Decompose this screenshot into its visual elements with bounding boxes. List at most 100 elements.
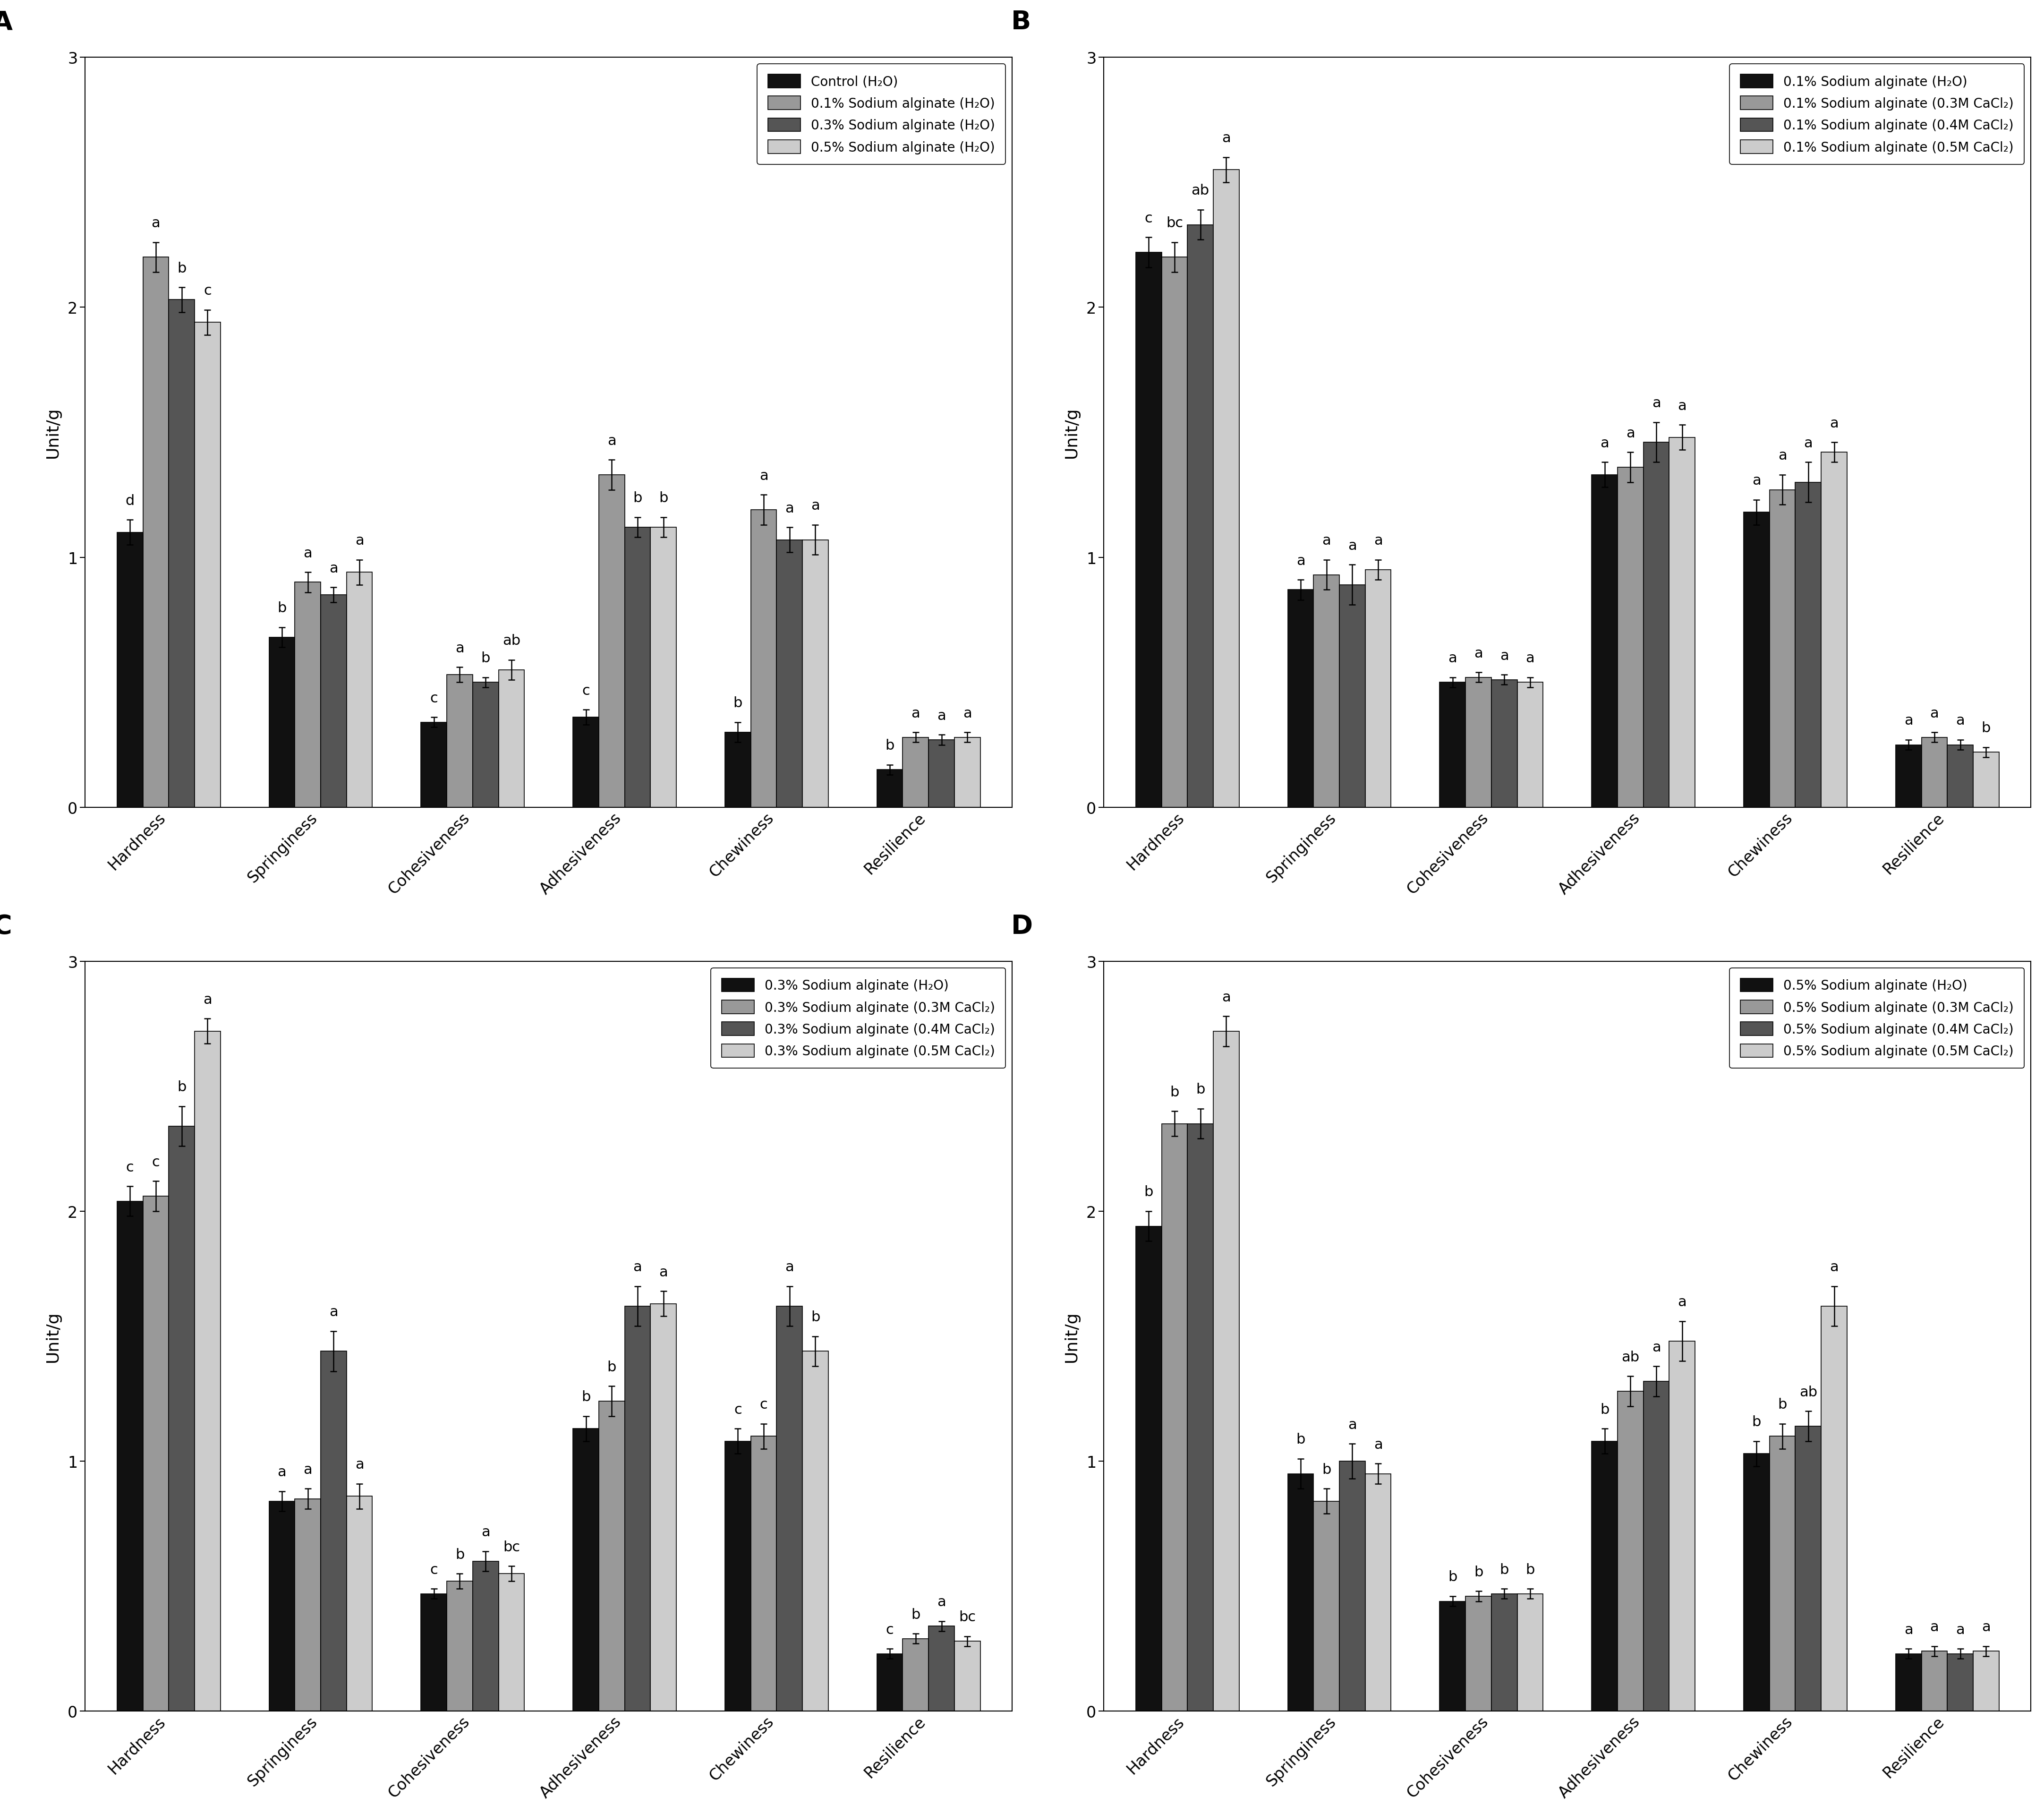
Bar xyxy=(294,582,321,807)
Text: b: b xyxy=(1474,1565,1484,1578)
Bar xyxy=(194,323,221,807)
Bar xyxy=(750,1437,777,1711)
Bar xyxy=(1972,1651,1999,1711)
Bar xyxy=(572,718,599,807)
Bar xyxy=(1617,468,1643,807)
Text: ab: ab xyxy=(1799,1386,1817,1399)
Text: b: b xyxy=(1981,722,1991,735)
Bar xyxy=(347,1497,372,1711)
Bar xyxy=(1744,1453,1770,1711)
Y-axis label: Unit/g: Unit/g xyxy=(1063,1312,1079,1362)
Text: c: c xyxy=(429,691,437,706)
Bar xyxy=(1339,1462,1365,1711)
Text: b: b xyxy=(480,651,491,666)
Bar xyxy=(1617,1391,1643,1711)
Bar xyxy=(803,541,828,807)
Bar xyxy=(499,669,525,807)
Text: a: a xyxy=(1905,1622,1913,1636)
Bar xyxy=(777,541,803,807)
Bar xyxy=(1161,258,1188,807)
Text: a: a xyxy=(1652,1341,1660,1353)
Bar xyxy=(1948,746,1972,807)
Bar xyxy=(117,533,143,807)
Bar xyxy=(750,510,777,807)
Text: a: a xyxy=(1322,533,1331,548)
Bar xyxy=(877,1654,903,1711)
Bar xyxy=(143,258,170,807)
Text: b: b xyxy=(734,697,742,709)
Bar xyxy=(1670,1341,1694,1711)
Text: bc: bc xyxy=(959,1611,975,1624)
Bar xyxy=(803,1351,828,1711)
Text: b: b xyxy=(1145,1185,1153,1199)
Bar xyxy=(625,1306,650,1711)
Y-axis label: Unit/g: Unit/g xyxy=(45,406,61,459)
Bar xyxy=(726,1442,750,1711)
Text: a: a xyxy=(303,1462,313,1477)
Text: b: b xyxy=(1525,1562,1535,1576)
Bar xyxy=(1821,452,1848,807)
Text: a: a xyxy=(658,1264,668,1279)
Bar xyxy=(903,738,928,807)
Bar xyxy=(1948,1654,1972,1711)
Bar xyxy=(1795,483,1821,807)
Bar xyxy=(1921,1651,1948,1711)
Bar xyxy=(1592,475,1617,807)
Text: a: a xyxy=(785,501,793,515)
Text: a: a xyxy=(1374,533,1382,548)
Bar xyxy=(928,1625,955,1711)
Bar xyxy=(321,1351,347,1711)
Bar xyxy=(650,528,677,807)
Text: a: a xyxy=(1930,706,1940,720)
Text: a: a xyxy=(1956,1622,1964,1636)
Text: a: a xyxy=(1500,649,1508,662)
Bar xyxy=(1643,1380,1670,1711)
Text: c: c xyxy=(127,1161,135,1174)
Text: c: c xyxy=(760,1397,769,1411)
Bar xyxy=(1188,1125,1214,1711)
Bar xyxy=(572,1429,599,1711)
Text: a: a xyxy=(1829,417,1838,430)
Bar xyxy=(877,769,903,807)
Bar xyxy=(726,733,750,807)
Text: b: b xyxy=(1296,1433,1306,1446)
Text: c: c xyxy=(151,1156,159,1168)
Text: b: b xyxy=(912,1607,920,1622)
Bar xyxy=(499,1575,525,1711)
Bar xyxy=(1136,1226,1161,1711)
Bar xyxy=(1188,225,1214,807)
Bar xyxy=(1161,1125,1188,1711)
Bar xyxy=(1895,1654,1921,1711)
Bar xyxy=(294,1498,321,1711)
Text: a: a xyxy=(758,468,769,483)
Bar xyxy=(1895,746,1921,807)
Bar xyxy=(777,1306,803,1711)
Text: D: D xyxy=(1012,914,1032,940)
Bar xyxy=(1439,1602,1466,1711)
Bar xyxy=(347,573,372,807)
Text: a: a xyxy=(634,1261,642,1273)
Text: a: a xyxy=(202,992,213,1007)
Text: bc: bc xyxy=(503,1540,519,1555)
Bar xyxy=(599,475,625,807)
Bar xyxy=(1136,252,1161,807)
Text: a: a xyxy=(1474,646,1482,660)
Bar xyxy=(1492,1595,1517,1711)
Text: a: a xyxy=(1222,990,1230,1003)
Text: b: b xyxy=(1600,1402,1609,1417)
Text: a: a xyxy=(329,561,337,575)
Bar xyxy=(1439,682,1466,807)
Bar xyxy=(1517,1595,1543,1711)
Text: a: a xyxy=(480,1526,491,1538)
Bar xyxy=(1921,738,1948,807)
Text: a: a xyxy=(1600,437,1609,450)
Bar xyxy=(625,528,650,807)
Text: c: c xyxy=(429,1562,437,1576)
Bar xyxy=(117,1201,143,1711)
Text: b: b xyxy=(456,1547,464,1562)
Text: a: a xyxy=(278,1466,286,1478)
Text: ab: ab xyxy=(1192,183,1210,198)
Bar xyxy=(1517,682,1543,807)
Text: a: a xyxy=(1374,1437,1382,1451)
Bar xyxy=(1339,586,1365,807)
